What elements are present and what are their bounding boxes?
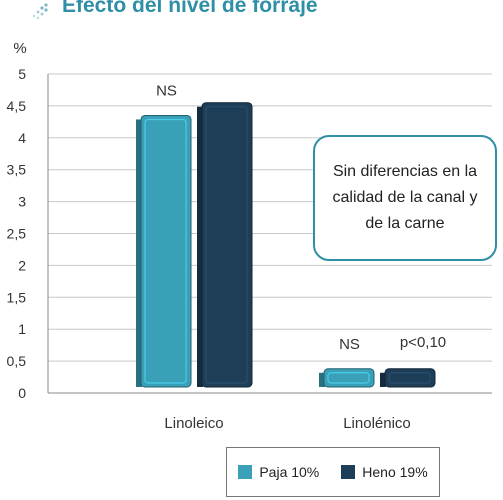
bar [384, 368, 436, 388]
legend-label-series-1: Paja 10% [259, 464, 320, 480]
y-tick-label: 0 [18, 385, 26, 401]
legend-swatch-series-2 [341, 465, 356, 479]
bar-side [136, 119, 142, 387]
y-tick-label: 1 [18, 321, 26, 337]
bar [323, 368, 375, 388]
legend: Paja 10% Heno 19% [226, 447, 440, 497]
y-tick-label: 2 [18, 257, 26, 273]
logo-dots-icon [32, 3, 48, 20]
bar-side [197, 106, 203, 388]
bar-highlight [205, 106, 248, 384]
x-tick-label: Linolénico [343, 415, 411, 432]
y-tick-label: 2,5 [7, 226, 27, 242]
y-tick-label: 0,5 [7, 353, 27, 369]
bar-highlight [327, 372, 370, 384]
annotation-label: NS [156, 82, 177, 99]
legend-item-series-1: Paja 10% [238, 464, 319, 480]
chart-title: Efecto del nivel de forraje [62, 0, 318, 17]
legend-swatch-series-1 [238, 465, 253, 479]
callout-text: Sin diferencias en la calidad de la cana… [332, 163, 478, 232]
x-tick-label: Linoleico [164, 415, 223, 432]
y-tick-label: 3 [18, 194, 26, 210]
y-tick-label: 4,5 [7, 98, 27, 114]
y-tick-label: 1,5 [7, 289, 27, 305]
bar-side [319, 372, 325, 387]
bar-highlight [388, 372, 431, 384]
bar-side [380, 372, 386, 387]
annotation-label: p<0,10 [400, 334, 446, 351]
bar [140, 114, 192, 388]
y-tick-label: 3,5 [7, 162, 27, 178]
annotation-label: NS [339, 336, 360, 353]
y-axis-label: % [13, 40, 26, 57]
legend-label-series-2: Heno 19% [362, 464, 428, 480]
legend-item-series-2: Heno 19% [341, 464, 428, 480]
callout-box: Sin diferencias en la calidad de la cana… [313, 135, 497, 261]
bar-highlight [144, 118, 187, 384]
y-tick-label: 4 [18, 130, 26, 146]
bar [201, 102, 253, 388]
y-tick-label: 5 [18, 66, 26, 82]
